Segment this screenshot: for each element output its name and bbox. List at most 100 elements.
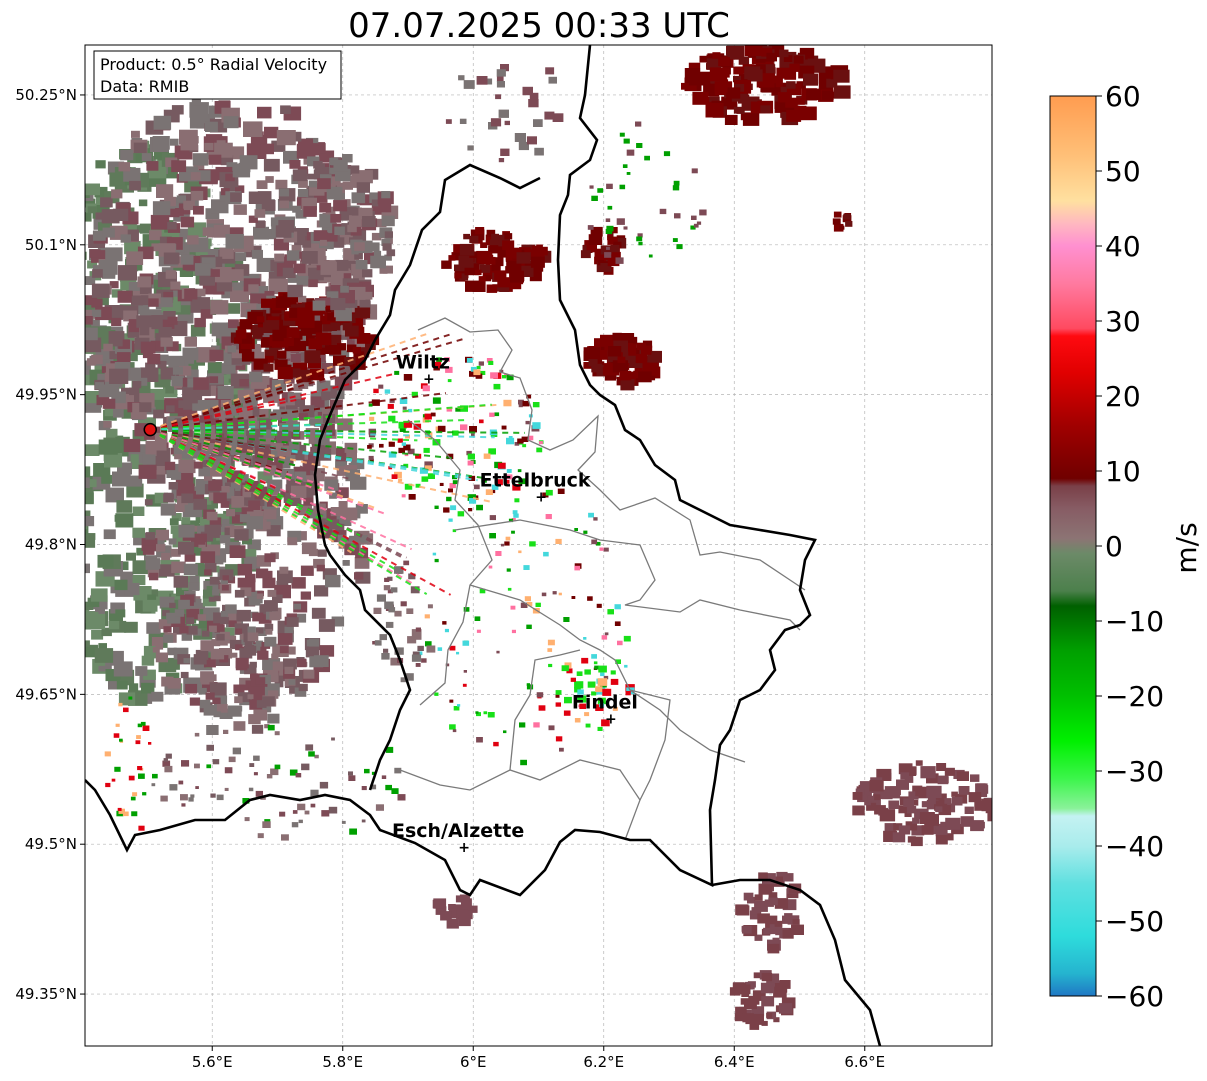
velocity-pixel [246,406,260,417]
velocity-pixel [117,290,133,303]
velocity-pixel [561,665,569,672]
velocity-pixel [247,143,262,156]
velocity-pixel [584,669,591,675]
velocity-pixel [310,789,319,797]
velocity-pixel [292,810,298,814]
velocity-pixel [584,240,591,246]
velocity-pixel [371,399,380,406]
velocity-pixel [352,270,365,281]
velocity-pixel [259,418,273,430]
velocity-pixel [198,467,210,477]
velocity-pixel [462,683,467,687]
velocity-pixel [85,251,87,260]
velocity-pixel [274,670,289,682]
velocity-pixel [306,639,316,647]
velocity-pixel [926,785,942,798]
velocity-pixel [597,678,608,686]
velocity-pixel [362,216,376,227]
velocity-pixel [463,607,470,612]
velocity-pixel [206,626,222,638]
velocity-pixel [322,568,337,580]
velocity-pixel [42,465,60,479]
velocity-pixel [147,353,161,365]
velocity-pixel [171,375,184,387]
velocity-pixel [463,80,475,89]
velocity-pixel [376,594,386,602]
velocity-pixel [626,172,631,175]
velocity-pixel [173,647,189,660]
velocity-pixel [330,298,346,311]
velocity-pixel [65,554,74,561]
colorbar-tick-label: −40 [1105,830,1164,863]
velocity-pixel [766,52,777,62]
velocity-pixel [314,585,329,597]
velocity-pixel [740,998,749,1005]
velocity-pixel [574,718,581,723]
info-box-frame [93,50,342,100]
velocity-pixel [495,94,502,100]
velocity-pixel [190,297,211,313]
velocity-pixel [194,763,200,769]
velocity-pixel [109,351,120,360]
city-label: Findel [572,691,638,713]
velocity-pixel [469,426,477,433]
velocity-pixel [142,725,150,731]
velocity-pixel [105,782,111,788]
velocity-pixel [415,634,422,640]
velocity-pixel [763,927,772,935]
velocity-pixel [179,626,189,634]
velocity-pixel [109,368,129,384]
velocity-pixel [577,695,587,703]
velocity-pixel [170,281,181,290]
velocity-pixel [489,515,496,521]
velocity-pixel [279,646,289,654]
velocity-pixel [114,579,128,591]
velocity-pixel [944,833,954,841]
velocity-pixel [283,337,294,347]
velocity-pixel [216,704,228,713]
velocity-pixel [72,356,83,365]
velocity-pixel [53,494,69,506]
velocity-pixel [467,145,474,151]
velocity-pixel [606,183,613,189]
velocity-pixel [89,249,101,258]
velocity-pixel [340,285,349,293]
velocity-pixel [330,177,341,186]
velocity-pixel [449,724,456,730]
velocity-pixel [248,284,259,293]
city-label: Wiltz [396,352,450,374]
velocity-pixel [368,403,373,407]
velocity-pixel [85,444,100,456]
velocity-pixel [148,298,159,307]
velocity-pixel [529,92,539,100]
velocity-pixel [398,478,403,482]
velocity-pixel [320,297,331,306]
velocity-pixel [224,767,233,774]
velocity-pixel [480,242,488,248]
velocity-pixel [758,872,768,881]
velocity-pixel [751,907,761,915]
velocity-pixel [265,355,274,363]
velocity-pixel [220,631,230,640]
canton-border [469,584,746,763]
velocity-pixel [489,533,496,539]
velocity-pixel [24,403,38,414]
velocity-pixel [330,507,342,517]
velocity-pixel [259,604,272,615]
velocity-pixel [210,418,220,425]
velocity-pixel [170,287,184,298]
velocity-pixel [272,461,283,470]
velocity-pixel [111,778,116,782]
velocity-pixel [405,434,410,439]
velocity-pixel [699,55,708,63]
velocity-pixel [672,238,678,242]
velocity-pixel [294,687,307,697]
velocity-pixel [806,88,821,101]
velocity-pixel [354,305,371,319]
velocity-pixel [381,191,391,199]
velocity-pixel [384,577,390,582]
velocity-pixel [85,309,97,319]
velocity-pixel [879,809,896,822]
velocity-pixel [188,363,199,372]
velocity-pixel [262,307,277,319]
